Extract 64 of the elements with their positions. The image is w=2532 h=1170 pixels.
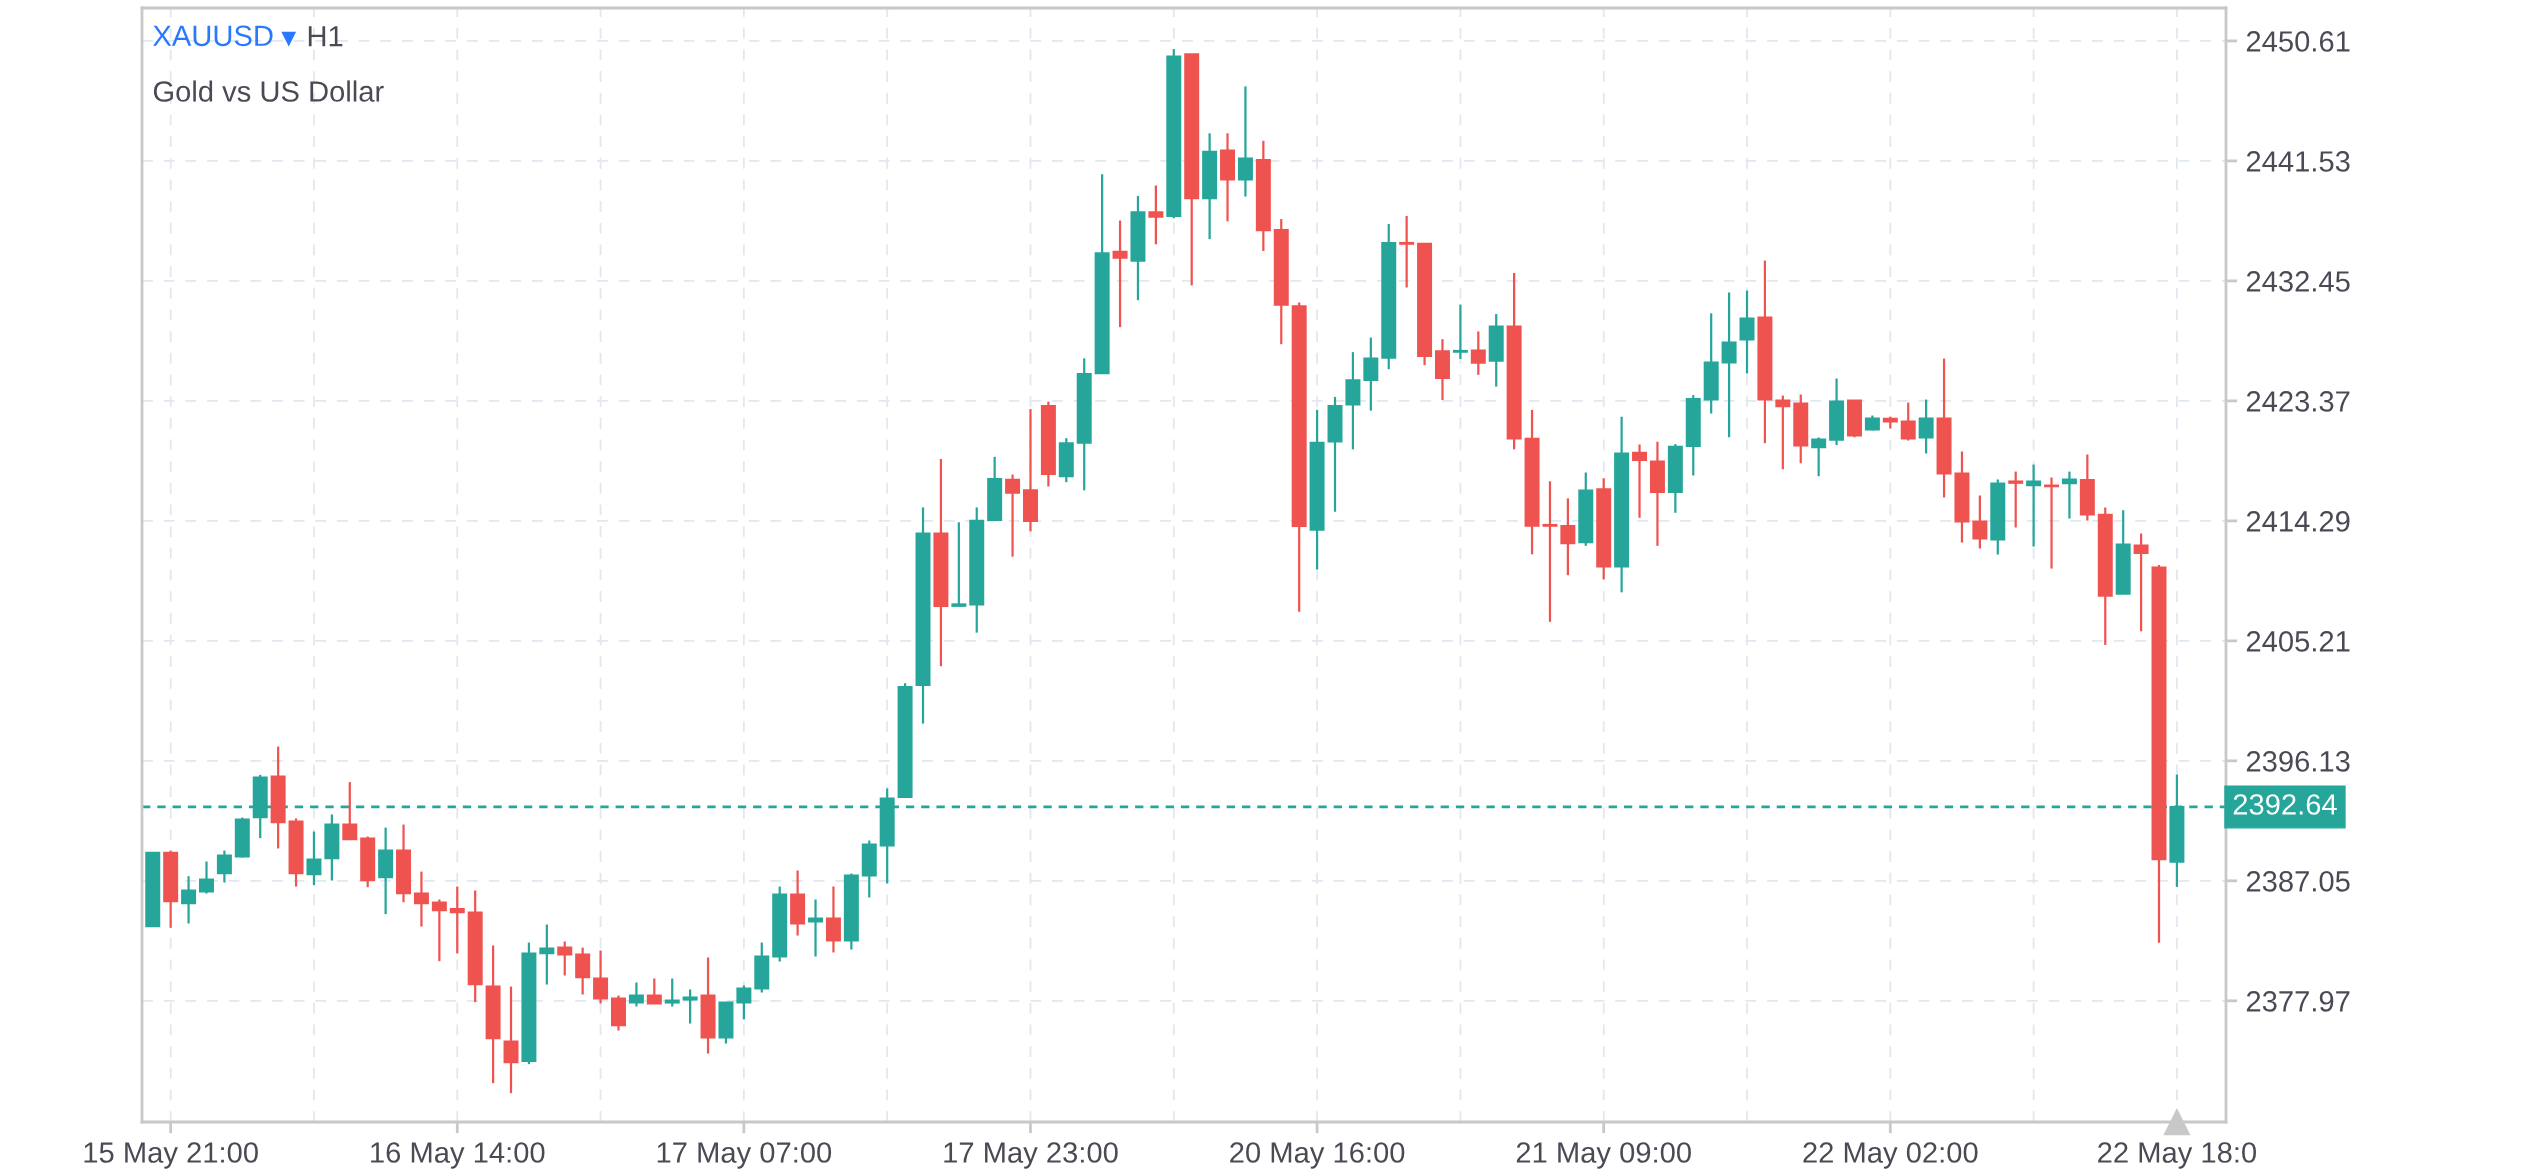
candlestick xyxy=(1148,184,1164,246)
candlestick xyxy=(2133,532,2149,633)
y-tick-label: 2405.21 xyxy=(2246,631,2350,652)
candlestick xyxy=(1363,336,1379,412)
candlestick xyxy=(413,870,429,928)
candlestick xyxy=(808,898,824,958)
y-tick-label: 2441.53 xyxy=(2246,151,2350,172)
annotation: H1 xyxy=(308,26,343,47)
candlestick xyxy=(199,860,214,895)
candlestick xyxy=(1560,497,1576,577)
candlestick xyxy=(646,977,662,1005)
candlestick xyxy=(557,940,573,977)
candlestick xyxy=(1900,401,1916,442)
text: Gold vs US Dollar xyxy=(153,80,384,102)
candlestick xyxy=(593,949,609,1005)
candlestick xyxy=(539,923,555,986)
y-tick-label: 2414.29 xyxy=(2246,511,2350,532)
x-tick-label: 20 May 16:00 xyxy=(1230,1142,1405,1169)
candlestick xyxy=(1811,436,1827,478)
candlestick xyxy=(1972,494,1988,550)
candlestick xyxy=(736,984,752,1021)
candlestick xyxy=(664,977,680,1008)
y-tick-label: 2423.37 xyxy=(2246,391,2350,412)
candlestick xyxy=(449,885,465,955)
candlestick xyxy=(1470,330,1486,376)
x-tick-label: 16 May 14:00 xyxy=(371,1142,545,1169)
candlestick xyxy=(216,849,232,884)
y-tick-label: 2387.05 xyxy=(2246,871,2350,892)
candlestick xyxy=(181,875,197,925)
y-tick-label: 2432.45 xyxy=(2246,271,2350,292)
candlestick xyxy=(1721,291,1737,439)
x-tick-label: 15 May 21:00 xyxy=(84,1142,258,1169)
candlestick xyxy=(306,830,322,887)
x-tick-label: 21 May 09:00 xyxy=(1516,1142,1691,1169)
candlestick xyxy=(825,885,841,954)
x-tick-label: 22 May 02:00 xyxy=(1803,1142,1978,1169)
ref-line-label: 2392.64 xyxy=(2233,794,2337,815)
candlestick xyxy=(2008,470,2024,529)
candlestick xyxy=(1632,443,1648,519)
y-tick-label: 2377.97 xyxy=(2246,991,2350,1012)
candlestick xyxy=(1005,473,1021,558)
candlestick xyxy=(1399,214,1415,289)
candlestick xyxy=(682,988,698,1025)
candlestick xyxy=(503,985,519,1095)
candlestick xyxy=(1237,85,1253,198)
candlestick xyxy=(2061,470,2077,520)
y-tick-label: 2450.61 xyxy=(2246,31,2350,52)
candlestick xyxy=(1112,219,1128,329)
candlestick xyxy=(431,898,447,963)
candlestick xyxy=(1542,480,1558,623)
candlestick xyxy=(628,981,644,1008)
candlestick xyxy=(575,946,591,996)
candlestick xyxy=(1452,303,1468,361)
candlestick xyxy=(342,781,358,841)
chart-title: XAUUSD xyxy=(153,25,273,47)
x-tick-label: 17 May 23:00 xyxy=(944,1142,1118,1169)
candlestick xyxy=(1775,394,1791,471)
candlestick xyxy=(951,521,967,607)
x-tick-label: 17 May 07:00 xyxy=(657,1142,832,1169)
y-tick-label: 2396.13 xyxy=(2246,751,2350,772)
candlestick xyxy=(2026,463,2042,548)
x-tick-label: 22 May 18:0 xyxy=(2098,1142,2257,1169)
candlestick xyxy=(1918,398,1934,455)
candlestick xyxy=(1739,289,1755,375)
